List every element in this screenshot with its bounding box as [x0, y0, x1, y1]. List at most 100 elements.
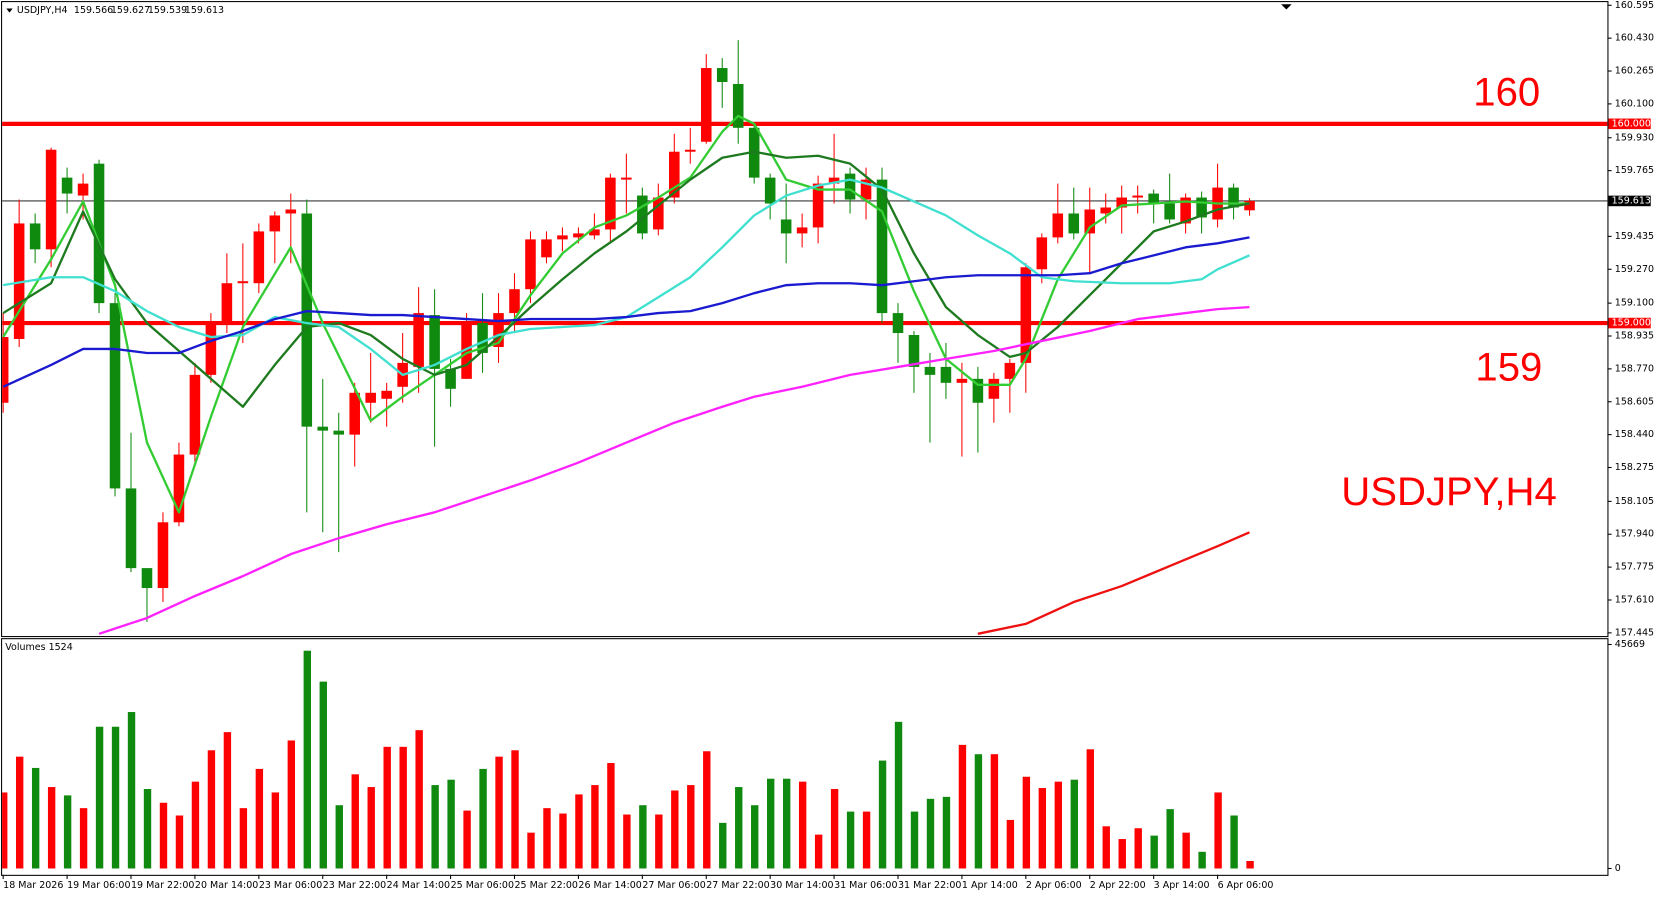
candle-body: [956, 378, 968, 383]
volume-bar: [974, 754, 983, 869]
volume-bar: [623, 814, 631, 869]
volume-bar: [255, 768, 264, 869]
y-tick-label: 157.610: [1615, 594, 1654, 605]
candle-body: [892, 313, 904, 334]
candle-body: [1196, 197, 1207, 218]
candle-body: [269, 215, 281, 232]
volume-bar: [910, 811, 919, 869]
annotation: 160: [1473, 70, 1540, 115]
candle-body: [700, 68, 712, 142]
y-tick-label: 159.765: [1615, 165, 1654, 176]
y-tick-label: 160.430: [1615, 33, 1654, 44]
volume-bar: [1150, 835, 1158, 869]
candle-body: [1100, 207, 1112, 214]
candle-body: [812, 183, 824, 228]
y-tick-label: 45669: [1615, 639, 1645, 650]
y-tick-label: 158.770: [1615, 363, 1654, 374]
candle-body: [669, 151, 680, 198]
x-tick-label: 31 Mar 06:00: [834, 880, 897, 891]
volume-bar: [1182, 832, 1190, 869]
level-label: 159.000: [1612, 318, 1651, 329]
x-tick-label: 30 Mar 14:00: [770, 880, 833, 891]
x-tick-label: 2 Apr 22:00: [1090, 880, 1146, 891]
candle-body: [445, 368, 456, 389]
candle-body: [2, 337, 9, 403]
candle-body: [157, 522, 169, 589]
candle-body: [1068, 213, 1080, 234]
candle-body: [349, 392, 360, 435]
volume-bar: [639, 805, 647, 869]
volume-bar: [1214, 792, 1222, 869]
volume-bar: [479, 768, 487, 869]
y-tick-label: 157.445: [1615, 627, 1654, 638]
candle-body: [45, 149, 57, 250]
volume-bar: [175, 815, 184, 869]
candle-body: [141, 568, 153, 589]
y-tick-label: 158.935: [1615, 331, 1654, 342]
volume-bar: [1086, 749, 1094, 869]
candle-body: [1036, 237, 1048, 270]
x-tick-label: 6 Apr 06:00: [1218, 880, 1274, 891]
y-tick-label: 157.775: [1615, 562, 1654, 573]
x-tick-label: 1 Apr 14:00: [962, 880, 1018, 891]
x-tick-label: 27 Mar 22:00: [706, 880, 769, 891]
volume-bar: [830, 789, 839, 869]
x-tick-label: 27 Mar 06:00: [642, 880, 705, 891]
volume-bar: [159, 802, 168, 869]
volume-bar: [495, 756, 503, 869]
y-tick-label: 157.940: [1615, 529, 1654, 540]
volume-bar: [95, 726, 104, 869]
volume-bar: [719, 822, 727, 869]
candle-body: [732, 83, 744, 128]
volume-bar: [191, 781, 200, 869]
x-tick-label: 26 Mar 14:00: [578, 880, 641, 891]
candle-body: [557, 235, 568, 240]
candle-body: [828, 177, 840, 184]
volume-bar: [1022, 776, 1031, 869]
y-tick-label: 159.930: [1615, 132, 1654, 143]
candle-body: [684, 149, 696, 152]
candle-body: [908, 335, 920, 367]
volume-bar: [287, 740, 296, 869]
candle-body: [29, 223, 41, 250]
volume-bar: [527, 832, 535, 869]
level-label: 160.000: [1612, 118, 1651, 129]
candle-body: [525, 239, 536, 290]
volume-bar: [319, 681, 327, 869]
level-label-box: [1608, 118, 1651, 130]
candle-body: [285, 209, 297, 214]
volume-bar: [942, 796, 951, 869]
x-tick-label: 25 Mar 22:00: [515, 880, 578, 891]
volume-bar: [111, 726, 120, 869]
candle-body: [653, 197, 664, 230]
candle-body: [61, 177, 73, 194]
volume-bar: [1118, 839, 1126, 869]
candle-body: [381, 390, 392, 399]
candle-body: [605, 177, 616, 230]
candle-body: [573, 233, 584, 238]
candle-body: [1004, 362, 1016, 379]
volume-bar: [271, 792, 280, 869]
y-tick-label: 159.100: [1615, 298, 1654, 309]
x-tick-label: 31 Mar 22:00: [898, 880, 961, 891]
volume-bar: [1230, 815, 1238, 869]
volume-bar: [239, 808, 248, 869]
candle-body: [764, 177, 776, 204]
volume-bar: [687, 785, 695, 869]
volume-bar: [575, 794, 583, 869]
volume-bar: [47, 787, 56, 869]
candle-body: [317, 426, 329, 431]
volume-bar: [415, 730, 423, 869]
high-label: 159.627: [111, 5, 150, 16]
volume-bar: [1054, 781, 1063, 869]
volume-plot: [2, 650, 1254, 869]
volume-bar: [1198, 851, 1206, 869]
volume-bar: [223, 732, 232, 869]
candle-body: [1020, 267, 1032, 363]
candle-body: [780, 219, 792, 234]
volume-bar: [607, 763, 615, 869]
volume-bar: [926, 798, 935, 869]
candle-body: [509, 289, 520, 314]
candle-body: [1084, 209, 1096, 234]
